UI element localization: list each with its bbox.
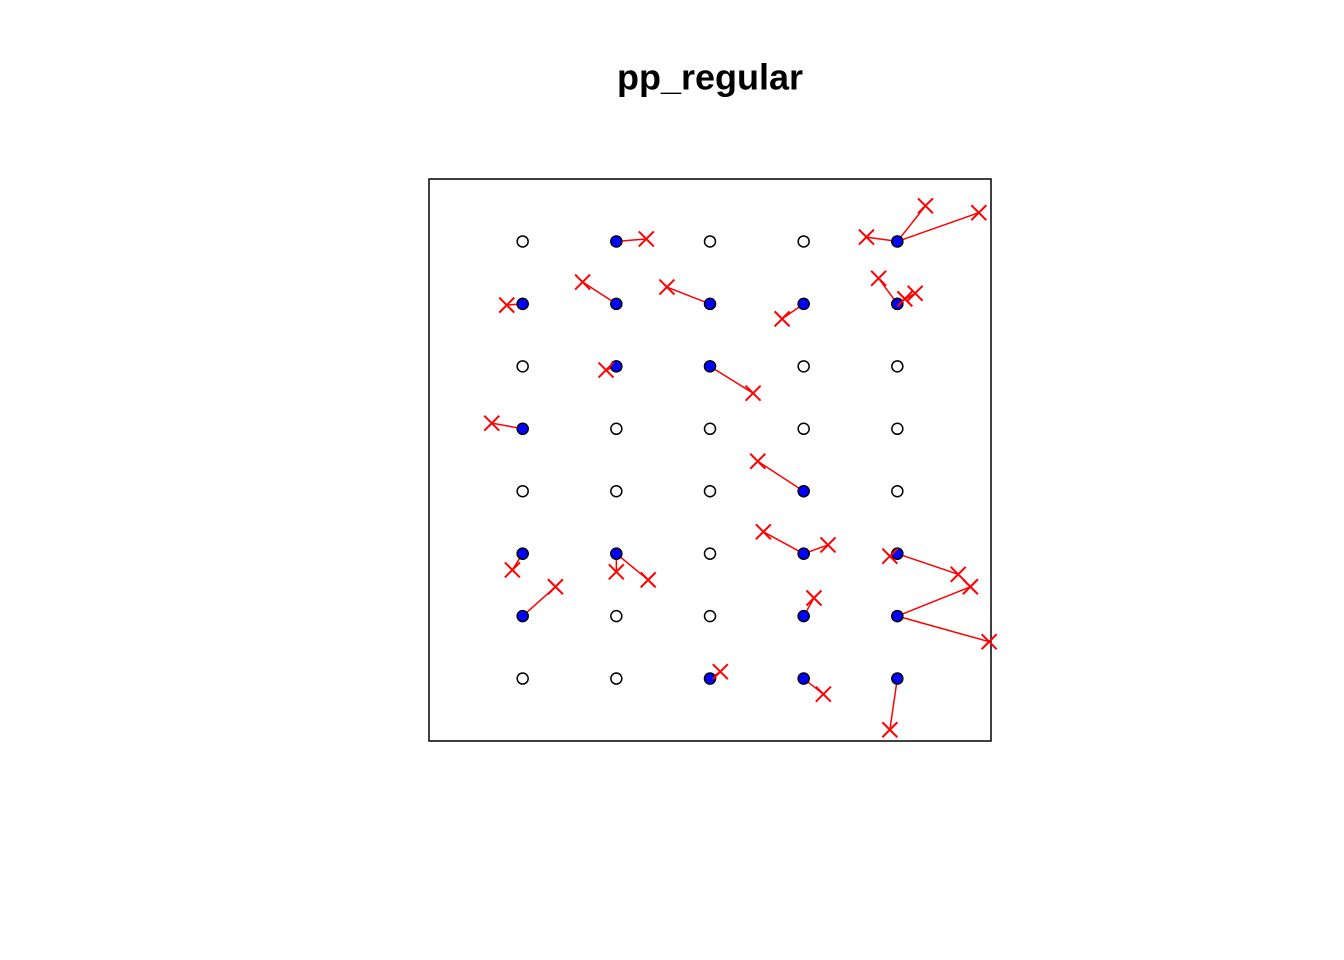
shift-line bbox=[897, 586, 971, 617]
shift-target bbox=[881, 721, 899, 738]
shift-target bbox=[881, 547, 899, 565]
shifted-point bbox=[891, 610, 904, 623]
shift-target bbox=[755, 523, 772, 541]
shift-line bbox=[709, 365, 754, 394]
shifted-point bbox=[703, 360, 717, 373]
shift-line bbox=[666, 286, 711, 305]
point bbox=[891, 484, 904, 498]
shifted-point bbox=[516, 422, 529, 435]
shift-line bbox=[897, 615, 990, 643]
shift-target bbox=[815, 685, 832, 703]
shifted-point bbox=[703, 297, 717, 310]
shift-target bbox=[504, 561, 521, 579]
point bbox=[610, 484, 623, 498]
shift-line bbox=[757, 460, 805, 492]
shifted-point bbox=[516, 610, 529, 623]
shifted-point bbox=[516, 297, 529, 310]
point bbox=[891, 422, 904, 436]
shift-target bbox=[970, 204, 988, 221]
point bbox=[516, 484, 529, 498]
point bbox=[516, 360, 529, 373]
shift-target bbox=[773, 310, 791, 328]
shift-target bbox=[638, 230, 655, 248]
shift-line bbox=[763, 531, 805, 555]
shift-target bbox=[608, 563, 625, 580]
chart-title: pp_regular bbox=[617, 57, 803, 98]
point bbox=[610, 609, 623, 623]
shifted-point bbox=[797, 297, 810, 310]
window bbox=[428, 178, 992, 742]
point bbox=[703, 609, 717, 623]
point bbox=[703, 422, 717, 436]
shift-line bbox=[897, 552, 959, 575]
shift-target bbox=[980, 633, 998, 650]
shifted-point bbox=[891, 297, 904, 310]
shift-target bbox=[658, 278, 676, 296]
point bbox=[797, 360, 810, 373]
shifted-point bbox=[703, 672, 717, 685]
shift-line bbox=[889, 678, 899, 730]
point bbox=[891, 360, 904, 373]
shift-target bbox=[712, 663, 729, 680]
shifted-point bbox=[516, 547, 529, 560]
shift-target bbox=[917, 197, 934, 215]
shift-target bbox=[574, 273, 591, 291]
shift-target bbox=[805, 589, 823, 607]
point bbox=[610, 672, 623, 685]
shift-target bbox=[819, 536, 837, 554]
shift-line bbox=[582, 281, 617, 305]
shift-target bbox=[749, 453, 766, 470]
shift-target bbox=[498, 296, 515, 314]
point bbox=[610, 422, 623, 436]
shifted-point bbox=[797, 485, 810, 498]
shift-target bbox=[870, 270, 887, 287]
shift-target bbox=[483, 414, 500, 432]
shift-target bbox=[547, 578, 564, 595]
shift-target bbox=[962, 578, 979, 595]
point bbox=[516, 235, 529, 248]
shifted-point bbox=[891, 672, 904, 685]
shifted-point bbox=[891, 235, 904, 248]
shift-target bbox=[639, 571, 657, 589]
shift-target bbox=[597, 361, 615, 379]
point bbox=[797, 422, 810, 436]
point bbox=[703, 235, 717, 248]
shifted-point bbox=[797, 672, 810, 685]
point bbox=[797, 235, 810, 248]
shift-target bbox=[896, 290, 914, 308]
shifted-point bbox=[797, 547, 810, 560]
shift-target bbox=[858, 228, 875, 246]
shift-line bbox=[897, 212, 980, 243]
point bbox=[703, 547, 717, 560]
shifted-point bbox=[610, 297, 623, 310]
shifted-point bbox=[610, 235, 623, 248]
shift-target bbox=[744, 384, 762, 402]
point bbox=[516, 672, 529, 685]
shift-target bbox=[906, 285, 924, 302]
point bbox=[703, 484, 717, 498]
shifted-point bbox=[797, 610, 810, 623]
shifted-point bbox=[610, 547, 623, 560]
